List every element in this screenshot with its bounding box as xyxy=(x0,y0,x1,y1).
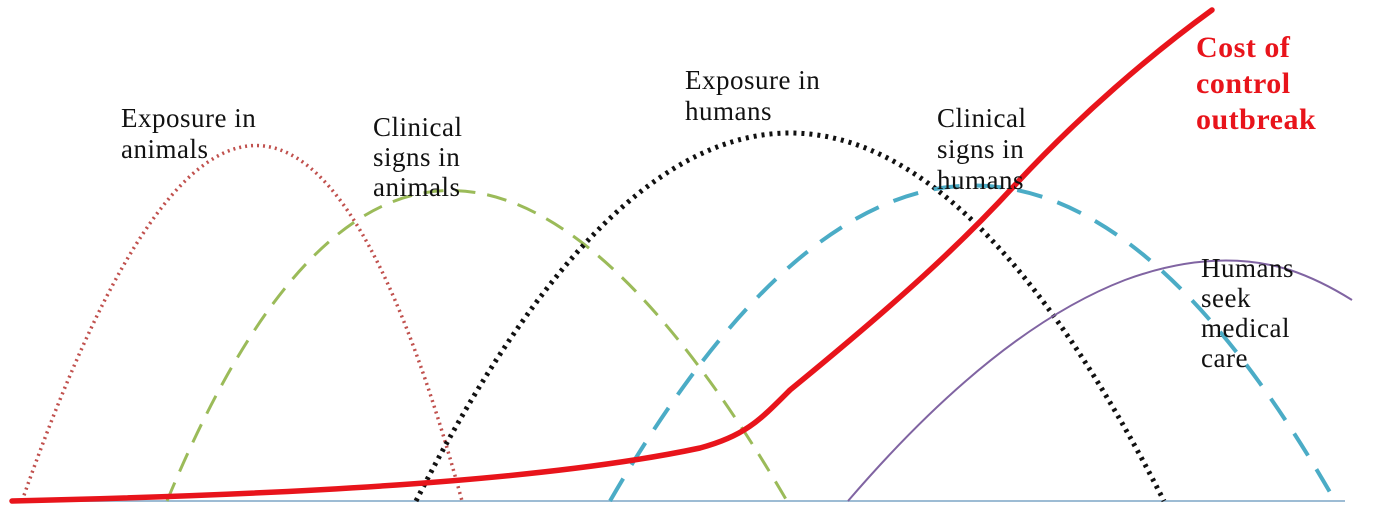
humans-seek-medical-care-label: Humans seek medical care xyxy=(1201,253,1301,373)
cost-of-control-outbreak-label: Cost of control outbreak xyxy=(1196,31,1316,136)
clinical-signs-in-animals-curve xyxy=(165,189,789,502)
humans-seek-medical-care-curve xyxy=(847,259,1353,502)
clinical-signs-in-animals-label: Clinical signs in animals xyxy=(373,112,470,202)
exposure-in-animals-curve xyxy=(20,143,464,502)
exposure-in-animals-label: Exposure in animals xyxy=(121,103,263,164)
clinical-signs-in-humans-curve xyxy=(608,183,1337,503)
cost-of-control-outbreak-curve xyxy=(9,7,1215,504)
exposure-in-humans-label: Exposure in humans xyxy=(685,65,827,126)
clinical-signs-in-humans-label: Clinical signs in humans xyxy=(937,103,1034,195)
exposure-in-humans-curve xyxy=(413,130,1167,503)
